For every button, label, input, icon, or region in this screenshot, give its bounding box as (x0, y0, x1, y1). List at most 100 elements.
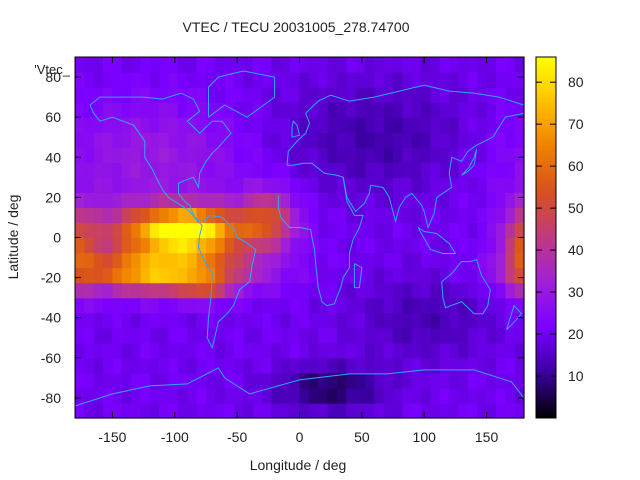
heatmap-cell (224, 357, 235, 374)
heatmap-cell (514, 237, 525, 254)
heatmap-cell (430, 312, 441, 329)
heatmap-cell (159, 402, 170, 419)
heatmap-cell (205, 312, 216, 329)
heatmap-cell (177, 102, 188, 118)
heatmap-cell (121, 267, 132, 284)
heatmap-cell (177, 87, 188, 103)
heatmap-cell (140, 162, 151, 178)
heatmap-cell (514, 117, 525, 133)
heatmap-cell (495, 282, 506, 299)
heatmap-cell (308, 192, 319, 209)
heatmap-cell (514, 162, 525, 178)
heatmap-cell (196, 342, 207, 359)
coastline-3 (287, 112, 525, 230)
heatmap-cell (336, 402, 347, 419)
heatmap-cell (308, 402, 319, 419)
heatmap-cell (336, 252, 347, 269)
heatmap-cell (177, 147, 188, 163)
heatmap-cell (514, 132, 525, 148)
heatmap-cell (196, 327, 207, 344)
heatmap-cell (308, 132, 319, 148)
heatmap-cell (252, 342, 263, 359)
heatmap-cell (495, 72, 506, 88)
heatmap-cell (449, 207, 460, 224)
heatmap-cell (505, 372, 516, 389)
heatmap-cell (393, 192, 403, 209)
heatmap-cell (280, 132, 291, 148)
heatmap-cell (140, 387, 151, 404)
heatmap-cell (243, 207, 254, 224)
heatmap-cell (112, 252, 123, 269)
heatmap-cell (177, 327, 188, 344)
heatmap-cell (346, 132, 357, 148)
heatmap-cell (103, 207, 114, 224)
coastlines (74, 70, 525, 407)
heatmap-cell (224, 147, 235, 163)
heatmap-cell (374, 312, 385, 329)
heatmap-cell (131, 252, 142, 269)
heatmap-cell (168, 222, 179, 239)
heatmap-cell (140, 252, 151, 269)
heatmap-cell (308, 327, 319, 344)
heatmap-cell (505, 147, 516, 163)
heatmap-cell (196, 57, 207, 73)
heatmap-cell (177, 57, 188, 73)
heatmap-cell (439, 57, 450, 73)
heatmap-cell (271, 267, 282, 284)
heatmap-cell (458, 327, 469, 344)
heatmap-cell (467, 87, 478, 103)
heatmap-cell (505, 177, 516, 193)
heatmap-cell (215, 117, 226, 133)
heatmap-cell (262, 327, 273, 344)
heatmap-cell (467, 57, 478, 73)
heatmap-cell (308, 267, 319, 284)
heatmap-cell (336, 342, 347, 359)
heatmap-cell (271, 222, 282, 239)
heatmap-cell (355, 252, 366, 269)
heatmap-cell (458, 237, 469, 254)
colorbar (535, 56, 557, 419)
heatmap-cell (224, 162, 235, 178)
heatmap-cell (84, 387, 95, 404)
heatmap-cell (280, 282, 291, 299)
heatmap-cell (430, 387, 441, 404)
heatmap-cell (477, 297, 488, 314)
heatmap-cell (271, 327, 282, 344)
heatmap-cell (177, 162, 188, 178)
heatmap-cell (467, 117, 478, 133)
heatmap-cell (112, 102, 123, 118)
colorbar-tick-label: 40 (568, 242, 584, 258)
heatmap-cell (383, 207, 394, 224)
heatmap-cell (327, 312, 338, 329)
heatmap-cell (346, 312, 357, 329)
heatmap-cell (449, 297, 460, 314)
heatmap-cell (215, 177, 226, 193)
heatmap-cell (486, 132, 497, 148)
x-axis-label: Longitude / deg (250, 457, 347, 473)
heatmap-cell (112, 117, 123, 133)
heatmap-cell (112, 87, 123, 103)
heatmap-cell (327, 132, 338, 148)
heatmap-cell (103, 267, 114, 284)
heatmap-cell (262, 342, 273, 359)
heatmap-cell (84, 222, 95, 239)
heatmap-cell (149, 267, 160, 284)
heatmap-cell (486, 357, 497, 374)
heatmap-cell (430, 252, 441, 269)
heatmap-cell (84, 207, 95, 224)
heatmap-cell (402, 177, 413, 193)
heatmap-cell (411, 387, 422, 404)
heatmap-cell (299, 297, 310, 314)
heatmap-cell (355, 297, 366, 314)
heatmap-cell (327, 372, 338, 389)
heatmap-cell (308, 387, 319, 404)
heatmap-cell (205, 342, 216, 359)
heatmap-cell (103, 312, 114, 329)
y-tick-label: 60 (45, 109, 61, 125)
heatmap-cell (514, 297, 525, 314)
heatmap-cell (215, 357, 226, 374)
heatmap-cell (495, 57, 506, 73)
heatmap-cell (224, 252, 235, 269)
heatmap-cell (421, 132, 432, 148)
heatmap-cell (93, 57, 104, 73)
